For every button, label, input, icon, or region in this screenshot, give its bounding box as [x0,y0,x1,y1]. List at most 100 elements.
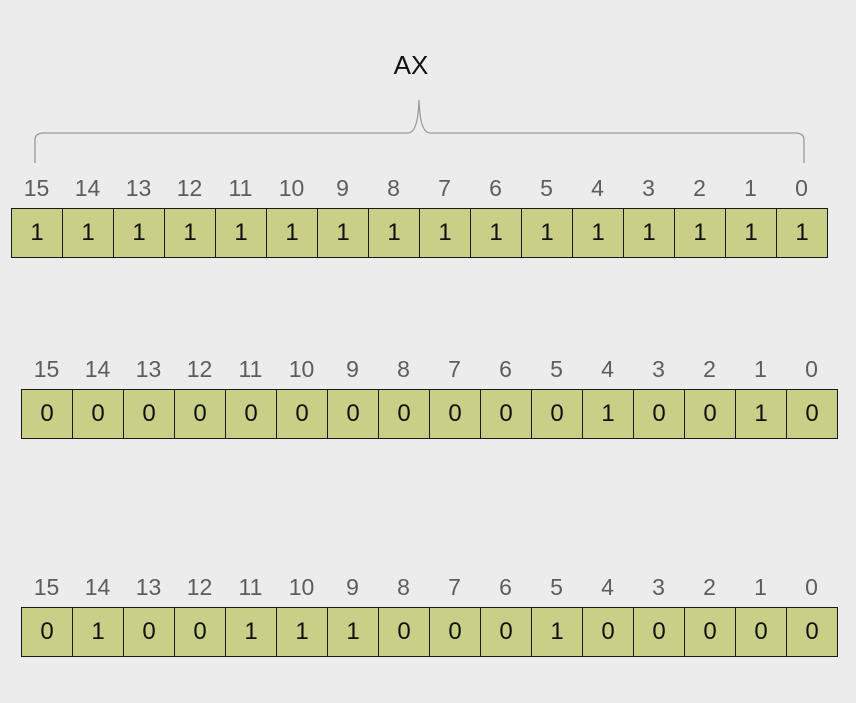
bit-cell: 1 [675,209,726,257]
bit-cell: 0 [736,608,787,656]
bit-cell: 1 [216,209,267,257]
bit-position-label: 10 [288,356,315,382]
bit-position-label: 0 [805,356,818,382]
bit-position-label: 6 [489,175,502,201]
bit-cell: 0 [805,400,819,427]
bit-position-label: 12 [186,356,213,382]
bit-position-label: 8 [397,356,410,382]
bit-cell: 0 [685,390,736,438]
bit-position-label: 15 [33,574,60,600]
bit-position-label: 2 [703,356,716,382]
bit-cell: 0 [226,390,277,438]
bit-position-label: 3 [642,175,655,201]
bit-position-label: 0 [805,574,818,600]
bit-cell: 1 [583,390,634,438]
bit-cell: 0 [124,608,175,656]
bit-cell: 0 [277,390,328,438]
bit-cell: 1 [624,209,675,257]
bit-cell: 0 [379,390,430,438]
bit-cell: 0 [73,390,124,438]
bit-position-label: 9 [346,356,359,382]
bit-cell: 0 [532,390,583,438]
bit-position-label: 5 [550,356,563,382]
bit-cell: 1 [726,209,777,257]
bit-cell: 1 [63,209,114,257]
bit-cell: 1 [369,209,420,257]
bit-position-labels: 15 14 13 12 11 10 9 8 7 6 5 4 3 2 1 0 [21,349,838,389]
bit-position-label: 7 [438,175,451,201]
bit-cell: 0 [22,390,73,438]
bit-position-label: 0 [795,175,808,201]
bit-cell: 1 [328,608,379,656]
bit-position-label: 9 [346,574,359,600]
bit-cell: 1 [73,608,124,656]
bit-position-label: 12 [186,574,213,600]
bit-cell: 0 [583,608,634,656]
bit-cell: 0 [328,390,379,438]
bit-cell: 1 [736,390,787,438]
bit-position-label: 6 [499,574,512,600]
bit-position-label: 10 [288,574,315,600]
bit-cell: 0 [430,608,481,656]
bit-cell: 1 [471,209,522,257]
bit-position-label: 13 [125,175,152,201]
bit-cell: 0 [805,618,819,645]
bit-cell: 1 [420,209,471,257]
bit-cell: 1 [532,608,583,656]
bit-cell: 1 [795,219,809,246]
bit-cell: 0 [685,608,736,656]
bit-position-label: 15 [33,356,60,382]
bit-position-label: 2 [703,574,716,600]
bit-position-label: 1 [744,175,757,201]
bit-position-label: 7 [448,356,461,382]
bit-cell: 0 [634,608,685,656]
bit-position-label: 2 [693,175,706,201]
bit-position-label: 15 [23,175,50,201]
bit-cell: 1 [165,209,216,257]
bit-position-label: 4 [591,175,604,201]
bit-cell: 1 [573,209,624,257]
bit-position-label: 14 [84,574,111,600]
bit-position-label: 11 [228,175,253,201]
bit-position-label: 11 [238,574,263,600]
bit-position-label: 13 [135,574,162,600]
register-label: AX [393,50,429,80]
bit-position-label: 9 [336,175,349,201]
bit-cell: 0 [22,608,73,656]
bit-position-label: 10 [278,175,305,201]
bit-cell: 0 [379,608,430,656]
bit-position-label: 5 [540,175,553,201]
bit-position-label: 3 [652,356,665,382]
bit-cell: 1 [318,209,369,257]
bit-cell: 1 [114,209,165,257]
bit-position-label: 1 [754,356,767,382]
bit-cell: 0 [430,390,481,438]
bit-position-label: 8 [397,574,410,600]
bit-cell: 1 [267,209,318,257]
bit-position-label: 3 [652,574,665,600]
bit-cell: 0 [175,390,226,438]
bit-position-label: 14 [84,356,111,382]
bit-position-label: 6 [499,356,512,382]
bit-position-labels: 15 14 13 12 11 10 9 8 7 6 5 4 3 2 1 0 [21,567,838,607]
bit-position-label: 14 [74,175,101,201]
bit-position-label: 1 [754,574,767,600]
bit-position-label: 4 [601,356,614,382]
bit-position-label: 12 [176,175,203,201]
bit-cell: 1 [226,608,277,656]
bit-cell: 0 [481,608,532,656]
register-brace [34,99,805,163]
bit-cell: 0 [124,390,175,438]
bit-position-label: 7 [448,574,461,600]
bit-cell: 0 [634,390,685,438]
bit-cell: 1 [277,608,328,656]
bit-position-label: 11 [238,356,263,382]
bit-cell: 0 [481,390,532,438]
bit-cell: 0 [175,608,226,656]
